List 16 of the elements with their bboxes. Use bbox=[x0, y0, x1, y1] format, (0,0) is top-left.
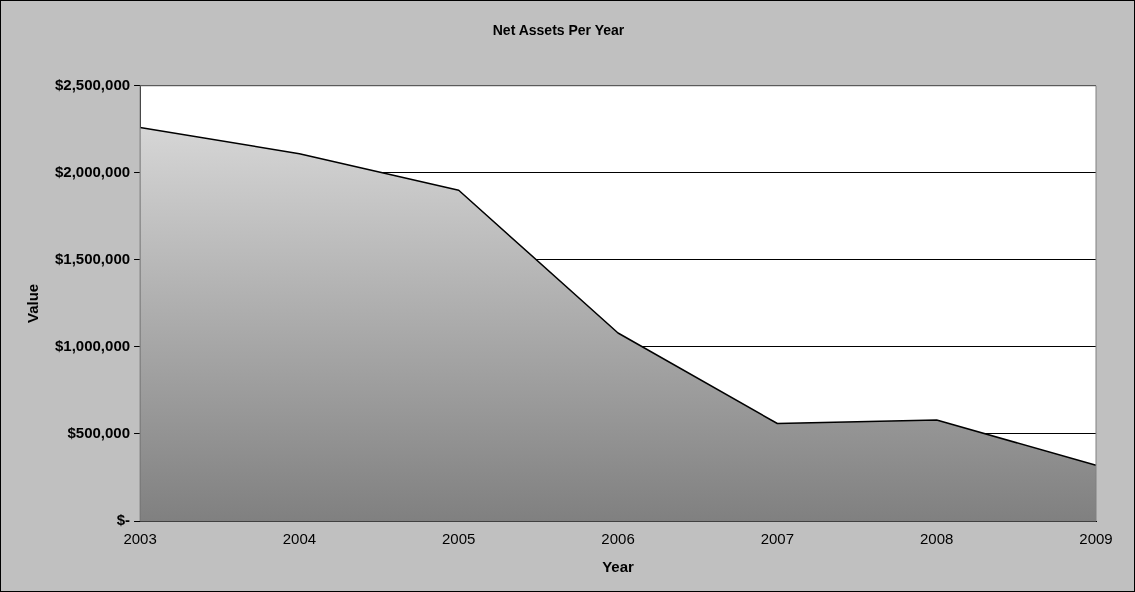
y-axis-title: Value bbox=[24, 283, 42, 323]
y-tick-label: $- bbox=[116, 511, 131, 529]
x-tick-label: 2007 bbox=[760, 530, 795, 548]
y-tick-label: $2,000,000 bbox=[55, 162, 131, 180]
y-tick-label: $1,500,000 bbox=[55, 250, 131, 268]
x-tick-label: 2006 bbox=[601, 530, 635, 548]
y-tick-label: $2,500,000 bbox=[55, 75, 131, 93]
y-tick-label: $500,000 bbox=[67, 424, 131, 442]
x-axis-title: Year bbox=[602, 558, 635, 576]
x-tick-label: 2004 bbox=[282, 530, 317, 548]
chart-title: Net Assets Per Year bbox=[492, 22, 625, 39]
x-tick-label: 2003 bbox=[123, 530, 157, 548]
y-tick-label: $1,000,000 bbox=[55, 337, 131, 355]
x-tick-label: 2008 bbox=[919, 530, 954, 548]
x-tick-label: 2005 bbox=[442, 530, 476, 548]
x-tick-label: 2009 bbox=[1079, 530, 1113, 548]
